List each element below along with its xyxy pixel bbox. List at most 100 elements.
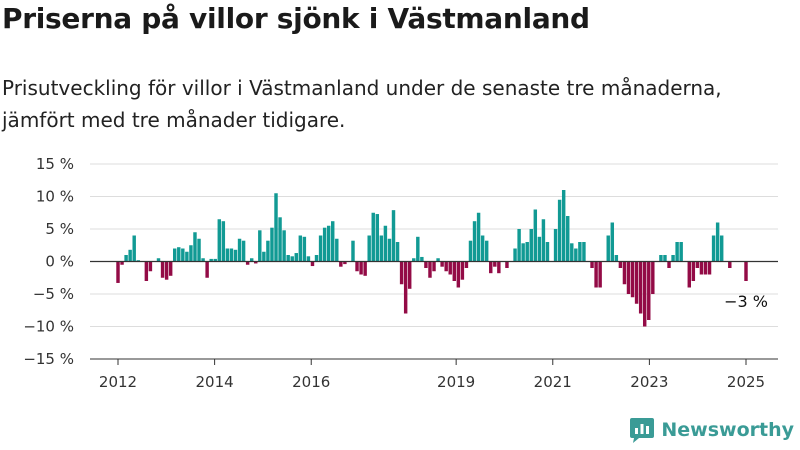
bar xyxy=(472,221,477,262)
bar xyxy=(468,240,473,262)
bar xyxy=(237,238,242,262)
bar xyxy=(634,261,639,304)
bar xyxy=(493,261,497,267)
bar xyxy=(505,261,509,268)
bar xyxy=(448,261,452,275)
bar xyxy=(521,243,525,262)
bar xyxy=(258,230,262,262)
bar xyxy=(213,258,217,262)
bar xyxy=(181,248,185,262)
bar xyxy=(695,261,700,268)
bar xyxy=(663,255,667,262)
bar xyxy=(715,222,720,262)
bar xyxy=(314,255,319,262)
bar xyxy=(331,221,335,262)
bar xyxy=(266,240,270,262)
bar xyxy=(541,219,546,262)
y-tick-label: 5 % xyxy=(45,220,74,238)
bar xyxy=(185,251,189,262)
bar xyxy=(173,248,177,262)
bar xyxy=(367,235,371,262)
bar xyxy=(517,229,521,262)
bar xyxy=(189,245,193,262)
bar xyxy=(594,261,598,288)
bar xyxy=(383,225,388,262)
bar xyxy=(116,261,120,283)
bar xyxy=(687,261,691,288)
bar xyxy=(537,236,542,262)
bar xyxy=(318,235,323,262)
bar xyxy=(432,261,436,272)
bar xyxy=(160,261,165,278)
bar xyxy=(452,261,456,281)
bar xyxy=(533,209,538,262)
bar xyxy=(711,235,716,262)
bar xyxy=(420,256,424,262)
x-tick-label: 2021 xyxy=(534,373,572,391)
bar xyxy=(363,261,367,276)
bar xyxy=(233,249,238,262)
bar xyxy=(719,235,724,262)
chart-title: Priserna på villor sjönk i Västmanland xyxy=(2,2,590,35)
x-tick-label: 2016 xyxy=(292,373,330,391)
bar xyxy=(403,261,408,314)
bar xyxy=(578,242,582,262)
bar xyxy=(480,235,485,262)
bar xyxy=(262,251,266,262)
bar xyxy=(278,217,282,262)
bar xyxy=(294,253,298,262)
y-tick-label: 0 % xyxy=(45,253,74,271)
bar xyxy=(322,227,327,262)
bar xyxy=(647,261,651,320)
bar xyxy=(622,261,627,285)
bar xyxy=(728,261,732,268)
bar xyxy=(128,249,132,262)
bar xyxy=(343,261,347,265)
bar xyxy=(574,248,578,262)
bar xyxy=(667,261,671,268)
bar xyxy=(310,261,315,267)
bar xyxy=(132,235,136,262)
bar xyxy=(387,238,392,262)
bar xyxy=(335,238,339,262)
bar xyxy=(566,216,570,262)
brand-name: Newsworthy xyxy=(661,419,794,441)
bar xyxy=(679,242,683,262)
bar xyxy=(557,199,562,262)
bar xyxy=(464,261,469,268)
bar xyxy=(424,261,428,268)
bar xyxy=(476,212,481,262)
bar xyxy=(379,235,384,262)
x-tick-label: 2012 xyxy=(99,373,137,391)
axes xyxy=(90,260,778,365)
bar xyxy=(642,261,647,327)
bar xyxy=(168,261,173,276)
bar xyxy=(197,238,201,262)
y-tick-label: −5 % xyxy=(33,285,74,303)
x-tick-label: 2014 xyxy=(196,373,234,391)
bar xyxy=(407,261,412,289)
bar xyxy=(270,227,274,262)
bar xyxy=(570,243,574,262)
bar xyxy=(614,255,619,262)
bar xyxy=(274,193,278,262)
chart-subtitle: Prisutveckling för villor i Västmanland … xyxy=(2,76,722,132)
bar xyxy=(675,242,679,262)
bar xyxy=(221,221,226,262)
bar xyxy=(610,222,615,262)
bar xyxy=(290,256,294,262)
brand: Newsworthy xyxy=(629,416,794,444)
bar xyxy=(590,261,594,268)
bar xyxy=(359,261,363,275)
bar xyxy=(489,261,493,274)
bar xyxy=(529,229,533,262)
bar xyxy=(249,258,254,262)
bar xyxy=(193,232,197,262)
x-tick-label: 2019 xyxy=(437,373,475,391)
bar xyxy=(148,261,153,272)
bar xyxy=(744,261,748,281)
bar xyxy=(355,261,359,272)
bar xyxy=(144,261,149,281)
newsworthy-logo-icon xyxy=(630,418,655,443)
bar xyxy=(339,261,343,267)
